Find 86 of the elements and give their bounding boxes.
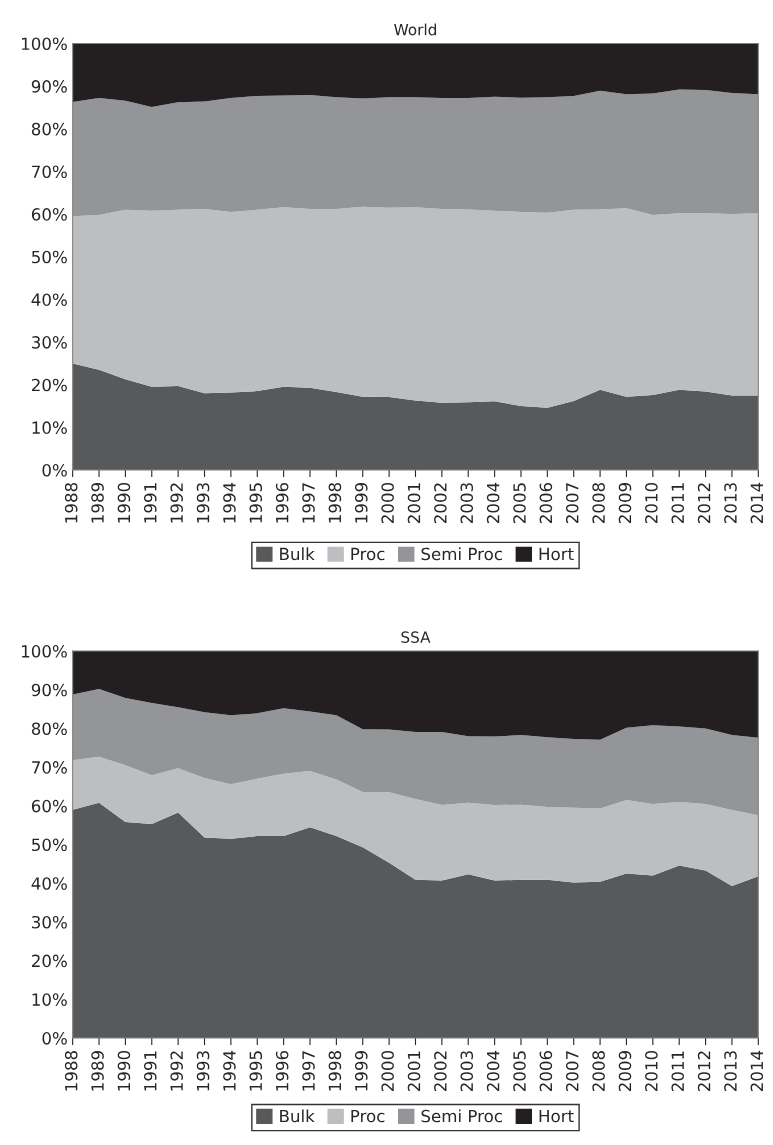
x-tick-label: 2005	[513, 1051, 526, 1092]
x-tick-label: 2013	[724, 483, 737, 524]
x-tick-label: 1988	[64, 482, 78, 523]
x-tick-label: 2010	[645, 1050, 658, 1092]
x-tick-label: 2012	[697, 1051, 711, 1092]
y-tick-label: 40%	[31, 877, 67, 890]
y-tick-label: 100%	[21, 645, 67, 658]
x-tick-label: 1998	[328, 1051, 342, 1091]
x-tick-label: 1995	[249, 1051, 263, 1091]
x-tick-label: 2001	[407, 483, 421, 524]
y-tick-label: 10%	[32, 421, 67, 434]
y-tick-label: 40%	[31, 293, 67, 306]
x-tick-label: 1990	[117, 482, 131, 523]
x-tick-label: 1989	[91, 1051, 104, 1091]
y-tick-label: 20%	[31, 378, 67, 392]
x-tick-label: 1996	[275, 482, 289, 523]
x-tick-label: 1992	[170, 483, 183, 523]
y-tick-label: 0%	[42, 1032, 67, 1045]
y-tick-label: 70%	[32, 761, 67, 774]
x-tick-label: 1991	[144, 1051, 157, 1091]
x-tick-label: 2011	[671, 1051, 685, 1092]
x-tick-label: 2004	[486, 1050, 500, 1092]
x-tick-label: 2004	[486, 482, 500, 524]
x-tick-label: 2010	[645, 482, 658, 524]
x-tick-label: 2003	[460, 483, 474, 524]
x-tick-label: 2007	[565, 483, 579, 524]
y-tick-label: 20%	[31, 954, 67, 968]
legend-label: Proc	[351, 547, 385, 561]
chart-title: SSA	[401, 631, 431, 643]
legend-label: Bulk	[280, 547, 315, 561]
x-tick-label: 1991	[144, 483, 157, 523]
x-tick-label: 1993	[196, 483, 210, 523]
y-tick-label: 80%	[31, 122, 67, 136]
x-tick-label: 2002	[434, 483, 447, 524]
x-tick-label: 2008	[592, 1051, 605, 1092]
y-tick-label: 50%	[32, 250, 67, 264]
x-tick-label: 2000	[381, 482, 394, 524]
legend-label: Hort	[539, 1109, 574, 1123]
x-tick-label: 1993	[196, 1051, 210, 1091]
x-tick-label: 1992	[170, 1051, 183, 1091]
x-tick-label: 1994	[223, 482, 236, 523]
x-tick-label: 2003	[460, 1051, 474, 1092]
x-tick-label: 1999	[354, 483, 368, 523]
x-tick-label: 1995	[249, 483, 263, 523]
x-tick-label: 2011	[671, 483, 685, 524]
y-tick-label: 0%	[42, 463, 67, 477]
x-tick-label: 1997	[302, 1051, 315, 1091]
x-tick-label: 2000	[381, 1050, 394, 1092]
legend-label: Semi Proc	[421, 547, 502, 561]
legend-label: Hort	[539, 547, 574, 561]
y-tick-label: 50%	[32, 838, 67, 852]
x-tick-label: 2013	[724, 1051, 737, 1092]
y-tick-label: 90%	[31, 80, 67, 93]
x-tick-label: 1989	[91, 483, 104, 523]
x-tick-label: 2006	[539, 1050, 553, 1092]
x-tick-label: 2012	[697, 483, 711, 524]
legend-label: Semi Proc	[421, 1109, 502, 1123]
y-tick-label: 30%	[32, 915, 67, 929]
x-tick-label: 1988	[64, 1051, 78, 1091]
x-tick-label: 1990	[117, 1050, 131, 1091]
x-tick-label: 2014	[750, 482, 764, 524]
legend-label: Proc	[351, 1109, 385, 1123]
y-tick-label: 90%	[31, 683, 67, 697]
x-tick-label: 2005	[513, 483, 526, 524]
y-tick-label: 60%	[31, 208, 67, 221]
x-tick-label: 2014	[750, 1050, 764, 1092]
x-tick-label: 2008	[592, 482, 605, 524]
x-tick-label: 2002	[434, 1051, 447, 1092]
x-tick-label: 1996	[275, 1050, 289, 1091]
y-tick-label: 30%	[32, 336, 67, 349]
x-tick-label: 1997	[302, 483, 315, 523]
y-tick-label: 10%	[32, 993, 67, 1006]
x-tick-label: 2009	[618, 1051, 632, 1092]
x-tick-label: 2007	[565, 1051, 579, 1092]
x-tick-label: 1994	[223, 1050, 236, 1091]
x-tick-label: 2001	[407, 1051, 421, 1092]
legend-label: Bulk	[280, 1109, 315, 1123]
y-tick-label: 60%	[31, 799, 67, 813]
y-tick-label: 100%	[21, 37, 67, 51]
chart-title: World	[394, 23, 436, 36]
y-tick-label: 70%	[32, 165, 67, 179]
x-tick-label: 2006	[539, 482, 553, 524]
x-tick-label: 1999	[354, 1051, 368, 1091]
x-tick-label: 1998	[328, 482, 342, 523]
y-tick-label: 80%	[31, 722, 67, 736]
x-tick-label: 2009	[618, 483, 632, 524]
